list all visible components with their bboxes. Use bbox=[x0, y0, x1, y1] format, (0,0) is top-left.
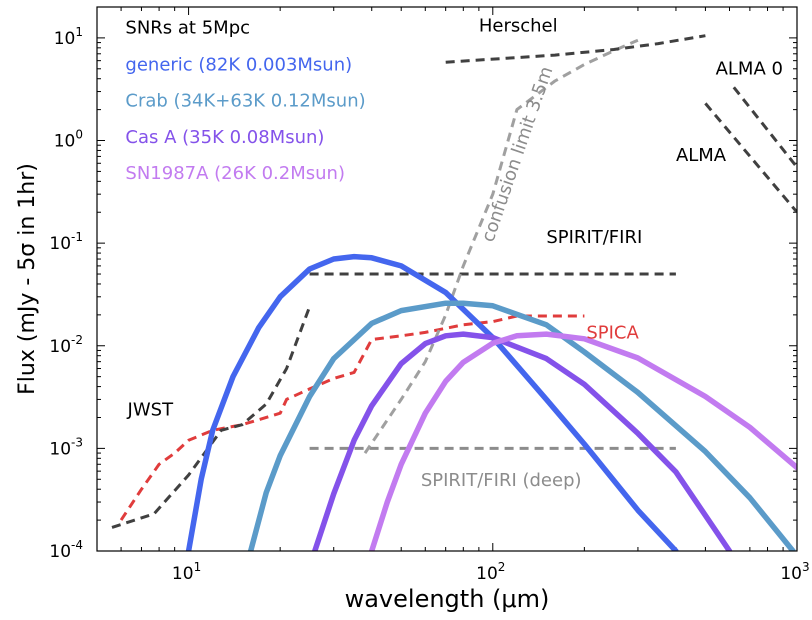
series-lines bbox=[111, 34, 797, 551]
label-alma: ALMA bbox=[676, 145, 727, 166]
series-crab-34k-63k-0-12msun bbox=[247, 300, 796, 551]
y-tick-label: 10-3 bbox=[49, 435, 83, 459]
y-tick-label: 101 bbox=[54, 25, 83, 49]
label-sn1987a-26k-0-2msun: SN1987A (26K 0.2Msun) bbox=[125, 163, 345, 184]
series-alma-0 bbox=[732, 86, 797, 169]
series-jwst bbox=[111, 306, 312, 529]
label-cas-a-35k-0-08msun: Cas A (35K 0.08Msun) bbox=[125, 127, 324, 148]
y-tick-label: 10-4 bbox=[49, 538, 83, 562]
label-generic-82k-0-003msun: generic (82K 0.003Msun) bbox=[125, 55, 352, 76]
label-alma-0: ALMA 0 bbox=[716, 58, 783, 79]
y-axis-label: Flux (mJy - 5σ in 1hr) bbox=[15, 163, 40, 395]
x-tick-label: 101 bbox=[172, 560, 201, 584]
plot-frame bbox=[96, 6, 798, 552]
label-snrs-at-5mpc: SNRs at 5Mpc bbox=[125, 18, 250, 39]
series-confusion-limit-3-5m bbox=[363, 38, 639, 454]
series-sn1987a-26k-0-2msun bbox=[368, 331, 797, 551]
label-crab-34k-63k-0-12msun: Crab (34K+63K 0.12Msun) bbox=[125, 90, 365, 111]
label-spica: SPICA bbox=[586, 322, 639, 343]
annotation-labels: SNRs at 5Mpc generic (82K 0.003Msun) Crab … bbox=[125, 16, 783, 491]
series-spica bbox=[119, 314, 585, 521]
label-spirit-firi-deep: SPIRIT/FIRI (deep) bbox=[421, 470, 582, 491]
x-tick-label: 102 bbox=[476, 560, 505, 584]
axes-ticks bbox=[96, 6, 798, 552]
series-cas-a-35k-0-08msun bbox=[312, 331, 733, 551]
label-jwst: JWST bbox=[127, 399, 175, 420]
y-tick-label: 10-2 bbox=[49, 333, 83, 357]
label-spirit-firi: SPIRIT/FIRI bbox=[546, 227, 642, 248]
label-herschel: Herschel bbox=[479, 16, 558, 37]
series-alma bbox=[704, 102, 797, 214]
x-tick-label: 103 bbox=[780, 560, 809, 584]
label-confusion-limit-3-5m: confusion limit 3.5m bbox=[478, 64, 558, 245]
tick-labels: 101 102 103 10-4 10-3 10-2 10-1 100 101 bbox=[49, 25, 809, 584]
series-herschel bbox=[445, 34, 706, 64]
x-axis-label: wavelength (μm) bbox=[345, 585, 550, 613]
series-generic-82k-0-003msun bbox=[185, 253, 679, 551]
y-tick-label: 10-1 bbox=[49, 230, 83, 254]
y-tick-label: 100 bbox=[54, 128, 83, 152]
